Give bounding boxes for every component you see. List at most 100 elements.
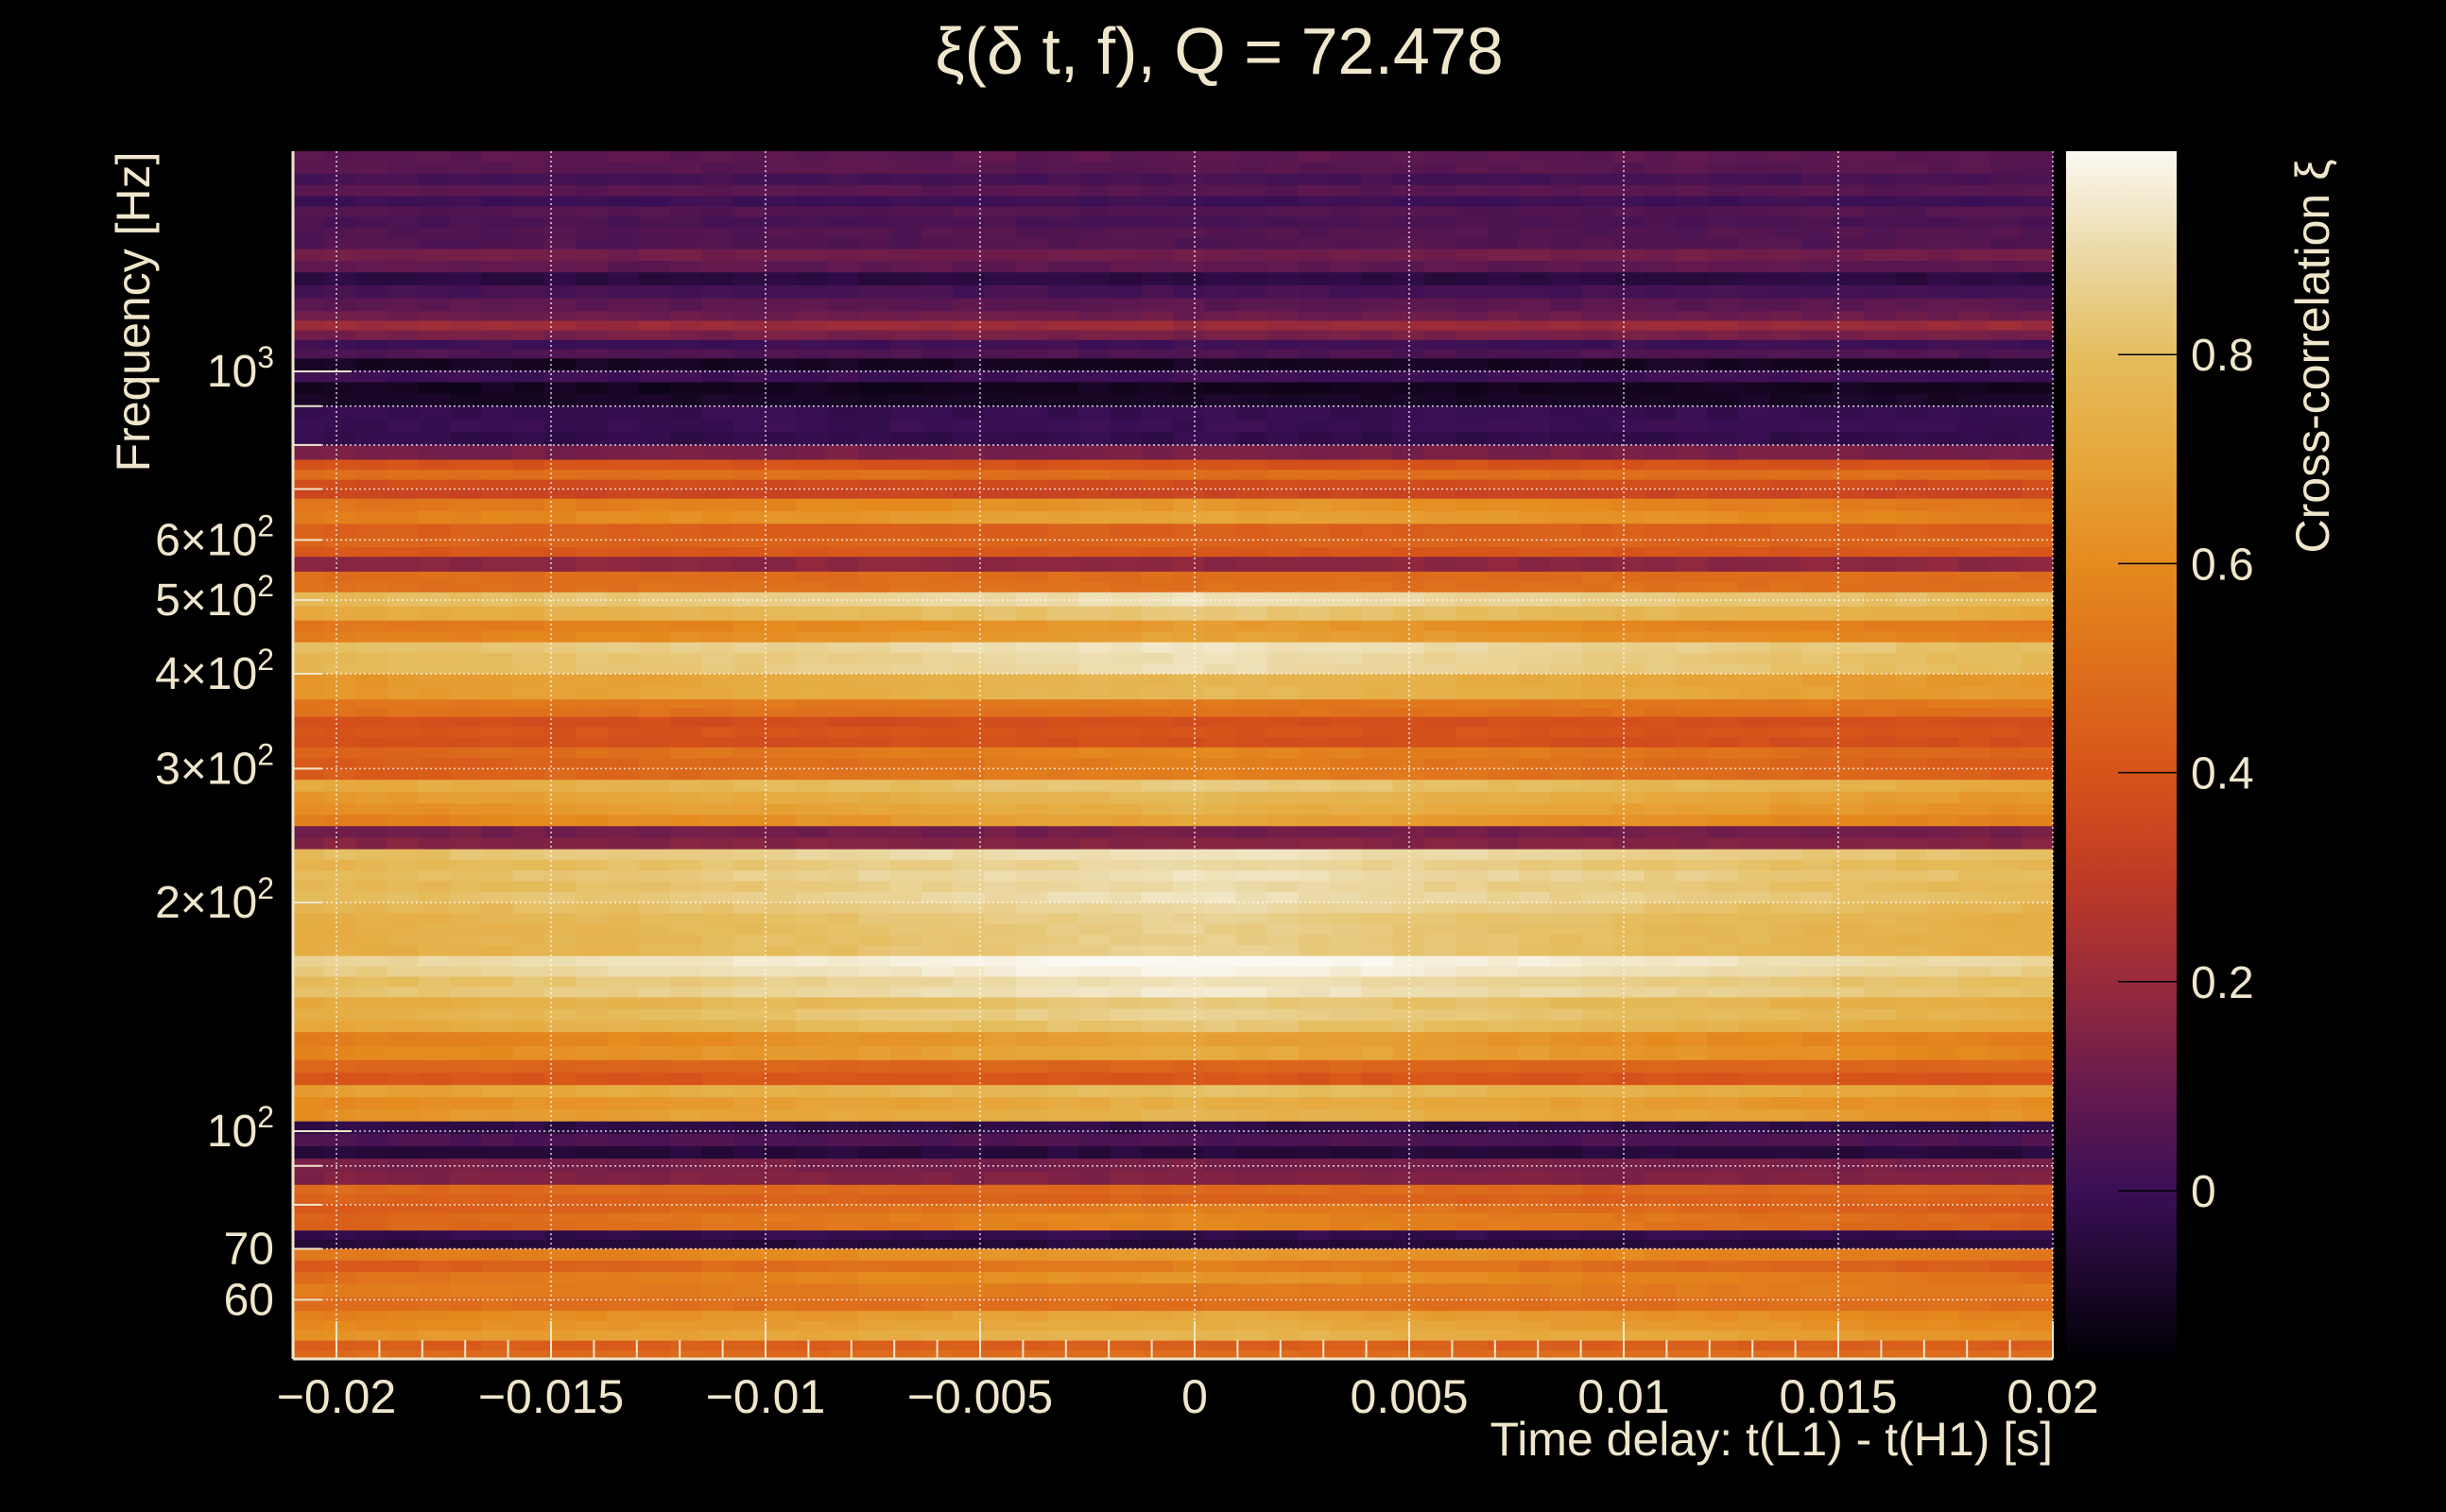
heatmap-cell [1676, 184, 1709, 198]
heatmap-cell [1173, 524, 1206, 540]
heatmap-cell [1299, 1133, 1332, 1147]
heatmap-cell [576, 780, 609, 793]
heatmap-cell [1330, 758, 1363, 770]
heatmap-cell [984, 260, 1017, 274]
heatmap-cell [732, 737, 766, 748]
heatmap-cell [827, 1145, 860, 1160]
heatmap-cell [355, 987, 388, 999]
heatmap-cell [764, 826, 797, 839]
heatmap-cell [858, 673, 891, 688]
heatmap-cell [889, 1073, 922, 1087]
heatmap-cell [1173, 1020, 1206, 1034]
heatmap-cell [1676, 216, 1709, 229]
heatmap-cell [1235, 686, 1268, 701]
heatmap-cell [1330, 780, 1363, 793]
heatmap-cell [638, 902, 671, 915]
heatmap-cell [922, 859, 955, 872]
heatmap-cell [1361, 311, 1394, 322]
heatmap-cell [1173, 432, 1206, 446]
heatmap-cell [984, 444, 1017, 461]
heatmap-cell [1235, 662, 1268, 675]
heatmap-cell [922, 571, 955, 583]
heatmap-cell [701, 849, 734, 861]
heatmap-cell [355, 260, 388, 274]
heatmap-cell [1895, 935, 1928, 947]
heatmap-cell [1235, 216, 1268, 229]
heatmap-cell [953, 260, 986, 274]
heatmap-cell [1738, 642, 1771, 654]
heatmap-cell [889, 780, 922, 793]
heatmap-cell [1204, 758, 1237, 770]
heatmap-cell [922, 249, 955, 262]
heatmap-cell [1487, 432, 1520, 446]
heatmap-cell [732, 498, 766, 512]
heatmap-cell [2021, 405, 2053, 421]
heatmap-cell [324, 369, 357, 384]
heatmap-cell [1581, 891, 1614, 903]
heatmap-cell [1738, 1108, 1771, 1123]
heatmap-cell [1361, 358, 1394, 371]
heatmap-cell [889, 620, 922, 633]
heatmap-cell [638, 1133, 671, 1147]
heatmap-cell [481, 206, 514, 218]
heatmap-cell [2021, 510, 2053, 525]
heatmap-cell [607, 791, 640, 805]
heatmap-cell [2021, 320, 2053, 332]
heatmap-cell [1361, 1145, 1394, 1160]
heatmap-cell [1801, 780, 1834, 793]
heatmap-cell [1047, 151, 1080, 163]
heatmap-cell [1330, 216, 1363, 229]
heatmap-cell [544, 260, 577, 274]
heatmap-cell [1078, 1008, 1111, 1022]
heatmap-cell [1927, 432, 1960, 446]
heatmap-cell [481, 459, 514, 472]
heatmap-cell [638, 459, 671, 472]
heatmap-cell [1204, 237, 1237, 250]
heatmap-cell [858, 173, 891, 186]
heatmap-cell [1676, 405, 1709, 421]
heatmap-cell [1047, 1020, 1080, 1034]
heatmap-cell [1299, 768, 1332, 782]
heatmap-cell [450, 662, 483, 675]
heatmap-cell [1581, 260, 1614, 274]
heatmap-cell [1738, 987, 1771, 999]
heatmap-cell [953, 311, 986, 322]
heatmap-cell [1392, 284, 1425, 300]
heatmap-cell [858, 913, 891, 925]
heatmap-cell [701, 592, 734, 608]
heatmap-cell [984, 1046, 1017, 1061]
heatmap-cell [1047, 727, 1080, 739]
heatmap-cell [984, 524, 1017, 540]
heatmap-cell [922, 747, 955, 760]
heatmap-cell [1518, 631, 1551, 644]
heatmap-cell [1204, 966, 1237, 978]
heatmap-cell [1707, 923, 1740, 936]
heatmap-cell [953, 673, 986, 688]
heatmap-cell [1456, 1085, 1489, 1099]
heatmap-cell [1110, 1020, 1143, 1034]
heatmap-cell [607, 1085, 640, 1099]
heatmap-cell [481, 837, 514, 850]
heatmap-cell [1644, 620, 1677, 633]
heatmap-cell [1707, 859, 1740, 872]
heatmap-cell [638, 196, 671, 208]
heatmap-cell [387, 902, 420, 915]
heatmap-cell [512, 913, 545, 925]
heatmap-cell [1487, 349, 1520, 360]
heatmap-cell [1299, 405, 1332, 421]
heatmap-cell [1141, 382, 1174, 396]
heatmap-cell [764, 206, 797, 218]
heatmap-cell [1392, 620, 1425, 633]
heatmap-cell [953, 652, 986, 664]
heatmap-cell [984, 538, 1017, 549]
heatmap-cell [293, 1108, 326, 1123]
heatmap-cell [922, 184, 955, 198]
heatmap-cell [1707, 470, 1740, 481]
heatmap-cell [1047, 1108, 1080, 1123]
heatmap-cell [1518, 311, 1551, 322]
heatmap-cell [1047, 642, 1080, 654]
heatmap-cell [732, 673, 766, 688]
heatmap-cell [1676, 227, 1709, 239]
heatmap-cell [1612, 184, 1645, 198]
heatmap-cell [1676, 479, 1709, 490]
